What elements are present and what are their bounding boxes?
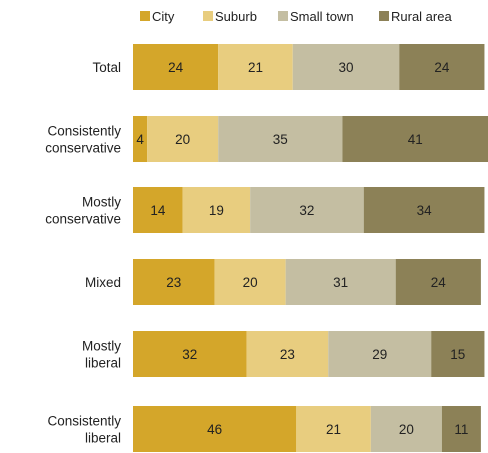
legend-swatch-suburb	[203, 11, 213, 21]
data-label-rural-area: 24	[434, 60, 450, 75]
data-label-city: 23	[166, 275, 181, 290]
row-label: liberal	[85, 356, 121, 371]
bar-segment-rural-area	[441, 406, 481, 452]
bar-row: Mostly liberal 32 23 29 15	[82, 331, 485, 377]
data-label-rural-area: 11	[454, 422, 468, 437]
legend-label-city: City	[152, 9, 175, 24]
bar-segment-suburb	[296, 406, 371, 452]
bar-segment-small-town	[328, 331, 432, 377]
bar-segment-city	[133, 259, 215, 305]
bar-row: Consistently liberal 46 21 20 11	[47, 406, 481, 452]
legend-label-suburb: Suburb	[215, 9, 257, 24]
data-label-small-town: 31	[333, 275, 348, 290]
data-label-small-town: 35	[273, 132, 288, 147]
data-label-suburb: 19	[209, 203, 224, 218]
data-label-suburb: 20	[243, 275, 258, 290]
data-label-suburb: 21	[326, 422, 341, 437]
legend-swatch-small-town	[278, 11, 288, 21]
data-label-rural-area: 15	[450, 347, 465, 362]
legend-label-rural-area: Rural area	[391, 9, 452, 24]
row-label: liberal	[85, 431, 121, 446]
bar-segment-suburb	[182, 187, 251, 233]
bar-segment-small-town	[218, 116, 343, 162]
legend: City Suburb Small town Rural area	[140, 9, 452, 24]
row-label: Consistently	[47, 124, 121, 139]
data-label-rural-area: 34	[417, 203, 433, 218]
bar-segment-rural-area	[363, 187, 485, 233]
bar-row: Mixed 23 20 31 24	[85, 259, 481, 305]
bar-segment-suburb	[246, 331, 329, 377]
data-label-city: 32	[182, 347, 197, 362]
bar-segment-rural-area	[399, 44, 485, 90]
data-label-city: 4	[136, 132, 144, 147]
data-label-small-town: 29	[372, 347, 387, 362]
legend-swatch-rural-area	[379, 11, 389, 21]
data-label-city: 14	[150, 203, 166, 218]
data-label-city: 24	[168, 60, 184, 75]
bar-segment-small-town	[292, 44, 400, 90]
row-label: conservative	[45, 141, 121, 156]
bar-segment-rural-area	[395, 259, 481, 305]
bar-segment-city	[133, 116, 148, 162]
bar-row: Consistently conservative 4 20 35 41	[45, 116, 488, 162]
data-label-small-town: 32	[299, 203, 314, 218]
bar-segment-suburb	[218, 44, 293, 90]
bar-segment-rural-area	[431, 331, 485, 377]
legend-swatch-city	[140, 11, 150, 21]
bar-row: Mostly conservative 14 19 32 34	[45, 187, 485, 233]
bar-segment-rural-area	[342, 116, 488, 162]
data-label-suburb: 20	[175, 132, 190, 147]
row-label: Consistently	[47, 414, 121, 429]
row-label: Mostly	[82, 195, 121, 210]
data-label-suburb: 21	[248, 60, 263, 75]
data-label-small-town: 30	[338, 60, 353, 75]
row-label: Mixed	[85, 275, 121, 290]
bar-segment-suburb	[214, 259, 286, 305]
legend-label-small-town: Small town	[290, 9, 354, 24]
bar-segment-small-town	[370, 406, 442, 452]
data-label-city: 46	[207, 422, 222, 437]
row-label: Mostly	[82, 339, 121, 354]
data-label-small-town: 20	[399, 422, 414, 437]
bar-segment-small-town	[285, 259, 396, 305]
row-label: conservative	[45, 212, 121, 227]
bar-segment-suburb	[147, 116, 219, 162]
bar-row: Total 24 21 30 24	[92, 44, 485, 90]
bar-segment-city	[133, 44, 219, 90]
row-label: Total	[92, 60, 121, 75]
bar-segment-city	[133, 331, 247, 377]
chart-rows: Total 24 21 30 24 Consistently conservative 4 20…	[45, 44, 488, 452]
data-label-rural-area: 41	[408, 132, 423, 147]
bar-segment-city	[133, 406, 297, 452]
bar-segment-small-town	[250, 187, 364, 233]
data-label-suburb: 23	[280, 347, 295, 362]
bar-segment-city	[133, 187, 183, 233]
data-label-rural-area: 24	[431, 275, 447, 290]
